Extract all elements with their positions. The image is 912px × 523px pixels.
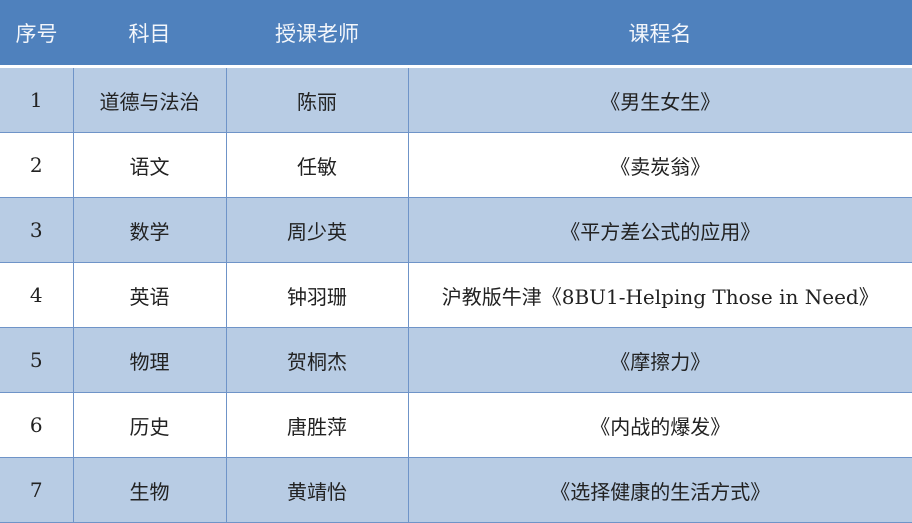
table-row: 7 生物 黄靖怡 《选择健康的生活方式》 [0,457,912,523]
header-index: 序号 [0,0,73,68]
cell-index: 7 [0,457,74,523]
header-teacher: 授课老师 [226,0,408,68]
cell-index: 5 [0,327,74,393]
header-row: 序号 科目 授课老师 课程名 [0,0,912,68]
cell-index: 1 [0,66,74,133]
cell-course: 《内战的爆发》 [407,392,912,458]
cell-index: 4 [0,262,74,328]
cell-teacher: 任敏 [225,132,409,198]
cell-teacher: 唐胜萍 [225,392,409,458]
cell-index: 3 [0,197,74,263]
cell-teacher: 贺桐杰 [225,327,409,393]
table-row: 2 语文 任敏 《卖炭翁》 [0,132,912,198]
cell-index: 6 [0,392,74,458]
cell-subject: 历史 [72,392,227,458]
cell-subject: 语文 [72,132,227,198]
cell-course: 《男生女生》 [407,66,912,133]
cell-teacher: 周少英 [225,197,409,263]
cell-subject: 生物 [72,457,227,523]
cell-teacher: 钟羽珊 [225,262,409,328]
cell-course: 沪教版牛津《8BU1-Helping Those in Need》 [407,262,912,328]
table-row: 3 数学 周少英 《平方差公式的应用》 [0,197,912,263]
header-course: 课程名 [408,0,912,68]
cell-subject: 英语 [72,262,227,328]
cell-course: 《卖炭翁》 [407,132,912,198]
header-subject: 科目 [73,0,226,68]
table-row: 5 物理 贺桐杰 《摩擦力》 [0,327,912,393]
cell-teacher: 陈丽 [225,66,409,133]
cell-index: 2 [0,132,74,198]
cell-subject: 道德与法治 [72,66,227,133]
table-row: 6 历史 唐胜萍 《内战的爆发》 [0,392,912,458]
cell-subject: 物理 [72,327,227,393]
cell-teacher: 黄靖怡 [225,457,409,523]
table-row: 1 道德与法治 陈丽 《男生女生》 [0,66,912,133]
table-row: 4 英语 钟羽珊 沪教版牛津《8BU1-Helping Those in Need》 [0,262,912,328]
cell-course: 《选择健康的生活方式》 [407,457,912,523]
cell-course: 《摩擦力》 [407,327,912,393]
cell-course: 《平方差公式的应用》 [407,197,912,263]
cell-subject: 数学 [72,197,227,263]
